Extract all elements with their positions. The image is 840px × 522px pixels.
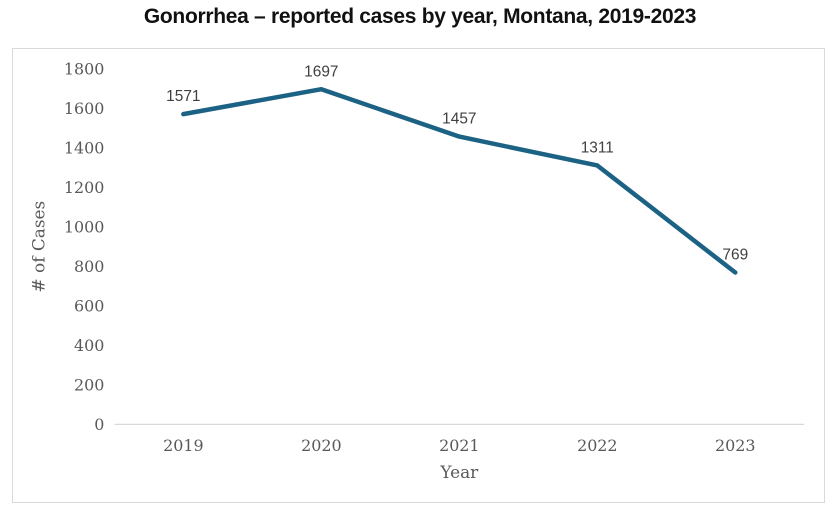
y-tick-label: 600 bbox=[74, 296, 104, 315]
y-tick-label: 400 bbox=[74, 336, 104, 355]
x-tick-label: 2019 bbox=[163, 436, 203, 455]
y-tick-label: 1000 bbox=[64, 217, 104, 236]
y-tick-label: 800 bbox=[74, 257, 104, 276]
x-tick-label: 2021 bbox=[439, 436, 479, 455]
y-tick-label: 0 bbox=[94, 415, 104, 434]
y-tick-label: 200 bbox=[74, 375, 104, 394]
chart-frame: 0 200 400 600 800 1000 1200 1400 1600 1800 2019 202… bbox=[12, 48, 825, 503]
data-label: 1571 bbox=[166, 88, 200, 105]
data-label: 1457 bbox=[442, 111, 476, 128]
x-tick-label: 2020 bbox=[301, 436, 341, 455]
y-tick-label: 1600 bbox=[64, 99, 104, 118]
y-tick-label: 1800 bbox=[64, 59, 104, 78]
y-tick-label: 1200 bbox=[64, 178, 104, 197]
data-label: 1697 bbox=[304, 63, 338, 80]
chart-title: Gonorrhea – reported cases by year, Mont… bbox=[143, 5, 697, 28]
y-tick-label: 1400 bbox=[64, 138, 104, 157]
x-tick-label: 2022 bbox=[577, 436, 617, 455]
data-label: 1311 bbox=[581, 140, 614, 157]
x-tick-label: 2023 bbox=[715, 436, 755, 455]
x-axis-title: Year bbox=[439, 462, 479, 482]
data-label: 769 bbox=[722, 247, 748, 264]
data-line bbox=[181, 86, 738, 275]
line-chart: 0 200 400 600 800 1000 1200 1400 1600 1800 2019 202… bbox=[29, 59, 805, 482]
y-axis-title: # of Cases bbox=[29, 201, 49, 293]
